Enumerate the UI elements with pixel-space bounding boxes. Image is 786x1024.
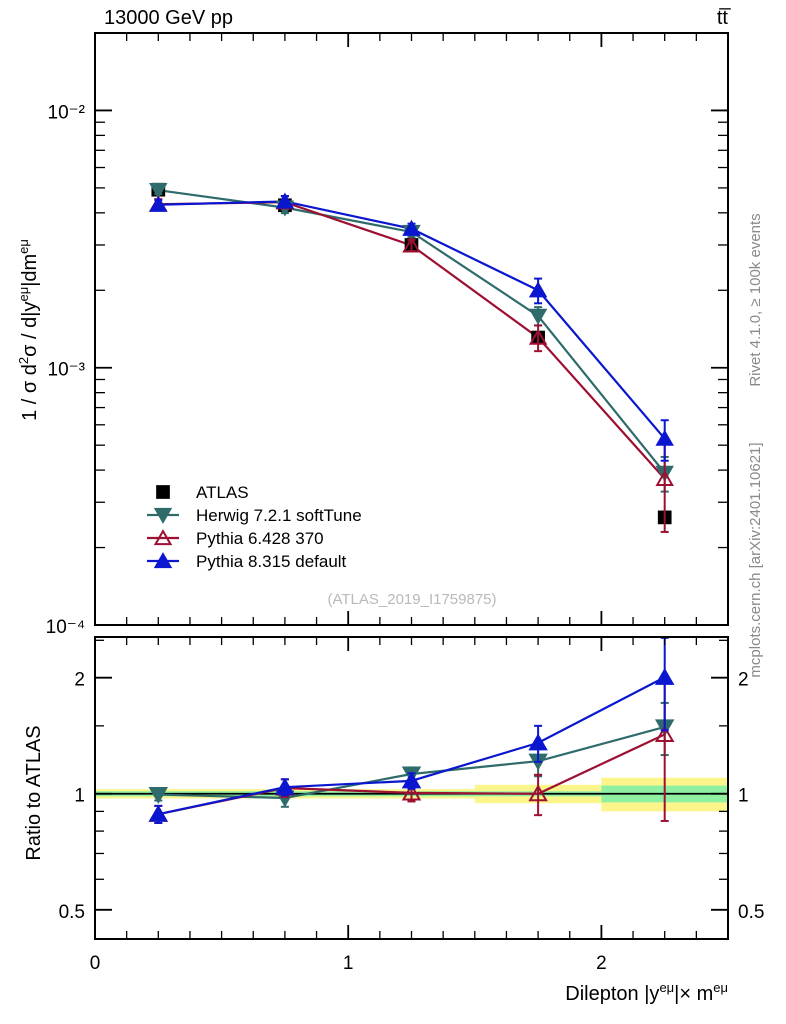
ylabel-sup-emu-1: eμ — [16, 287, 31, 302]
ratio-ytick-label-right: 1 — [738, 786, 749, 807]
ratio-ytick-label-right: 0.5 — [738, 902, 764, 923]
ratio-data-marker — [275, 777, 295, 795]
svg-text:1 / σ d2σ / d|yeμ|dmeμ: 1 / σ d2σ / d|yeμ|dmeμ — [16, 239, 41, 421]
legend-label-2: Pythia 6.428 370 — [196, 529, 324, 548]
main-ytick-label: 10⁻³ — [48, 360, 86, 381]
xlabel-part-b: |× m — [674, 983, 713, 1005]
legend: ATLAS Herwig 7.2.1 softTune Pythia 6.428 3… — [147, 483, 362, 571]
ratio-panel-tick-labels: 2 2 1 1 0.5 0.5 — [59, 670, 765, 923]
legend-marker-3 — [153, 552, 173, 569]
ratio-panel-ticks — [95, 639, 728, 911]
ratio-data-marker — [401, 771, 422, 789]
ylabel-part-b: σ / d|y — [19, 302, 41, 357]
mcplots-source-label: mcplots.cern.ch [arXiv:2401.10621] — [747, 442, 764, 677]
main-data-marker — [655, 429, 674, 446]
ylabel-part-a: 1 / σ d — [19, 364, 41, 421]
xlabel-part-a: Dilepton |y — [565, 983, 659, 1005]
rivet-version-label: Rivet 4.1.0, ≥ 100k events — [747, 213, 764, 386]
legend-marker-0 — [156, 485, 170, 499]
main-data-marker — [275, 192, 295, 209]
legend-label-0: ATLAS — [196, 483, 249, 502]
ratio-data-marker — [148, 804, 169, 822]
x-axis-label: Dilepton |yeμ|× meμ — [565, 980, 728, 1005]
ratio-ylabel: Ratio to ATLAS — [23, 725, 45, 860]
ratio-error-bar — [534, 773, 543, 817]
main-panel-tick-labels: 10⁻² 10⁻³ 10⁻⁴ — [46, 102, 85, 638]
main-ytick-label: 10⁻² — [48, 102, 86, 123]
main-panel-data — [149, 182, 674, 533]
main-panel-frame — [94, 32, 729, 626]
svg-text:Dilepton |yeμ|× meμ: Dilepton |yeμ|× meμ — [565, 980, 728, 1005]
x-axis-tick-label: 0 — [90, 953, 101, 974]
x-axis-tick-label: 1 — [343, 953, 354, 974]
ratio-ytick-label-right: 2 — [738, 670, 749, 691]
main-data-marker — [402, 236, 421, 253]
xlabel-sup-1: eμ — [659, 980, 674, 995]
ratio-ytick-label-left: 2 — [74, 670, 85, 691]
ratio-ytick-label-left: 0.5 — [59, 902, 85, 923]
ylabel-sup-emu-2: eμ — [16, 239, 31, 254]
ratio-data-marker — [148, 787, 169, 804]
ratio-data-marker — [654, 667, 675, 685]
main-data-marker — [149, 183, 168, 200]
main-data-marker — [149, 195, 168, 212]
main-panel-ticks — [94, 32, 729, 626]
legend-marker-2 — [153, 529, 173, 546]
xlabel-sup-2: eμ — [713, 980, 728, 995]
ratio-data-marker — [401, 783, 422, 801]
main-data-marker — [528, 308, 548, 325]
main-data-marker — [528, 328, 548, 345]
header-beam-label: 13000 GeV pp — [104, 7, 233, 29]
main-ytick-label: 10⁻⁴ — [46, 617, 85, 638]
main-ylabel: 1 / σ d2σ / d|yeμ|dmeμ — [16, 239, 41, 421]
ratio-data-marker — [528, 733, 548, 751]
ratio-panel-data — [148, 636, 675, 824]
ratio-data-marker — [528, 784, 548, 802]
legend-marker-1 — [153, 507, 173, 524]
ratio-data-marker — [654, 725, 675, 742]
header-process-label: tt̅ — [717, 7, 731, 29]
legend-label-3: Pythia 8.315 default — [196, 552, 347, 571]
legend-label-1: Herwig 7.2.1 softTune — [196, 506, 362, 525]
ratio-panel-frame — [94, 636, 729, 940]
x-axis-tick-label: 2 — [596, 953, 607, 974]
ylabel-part-c: |dm — [19, 254, 41, 287]
main-data-marker — [655, 469, 674, 486]
ylabel-sup-2: 2 — [16, 357, 31, 364]
main-data-marker — [402, 219, 421, 236]
ratio-ytick-label-left: 1 — [74, 786, 85, 807]
analysis-watermark: (ATLAS_2019_I1759875) — [327, 591, 496, 608]
main-data-marker — [528, 281, 548, 298]
x-axis-tick-labels: 0 1 2 — [90, 953, 607, 974]
